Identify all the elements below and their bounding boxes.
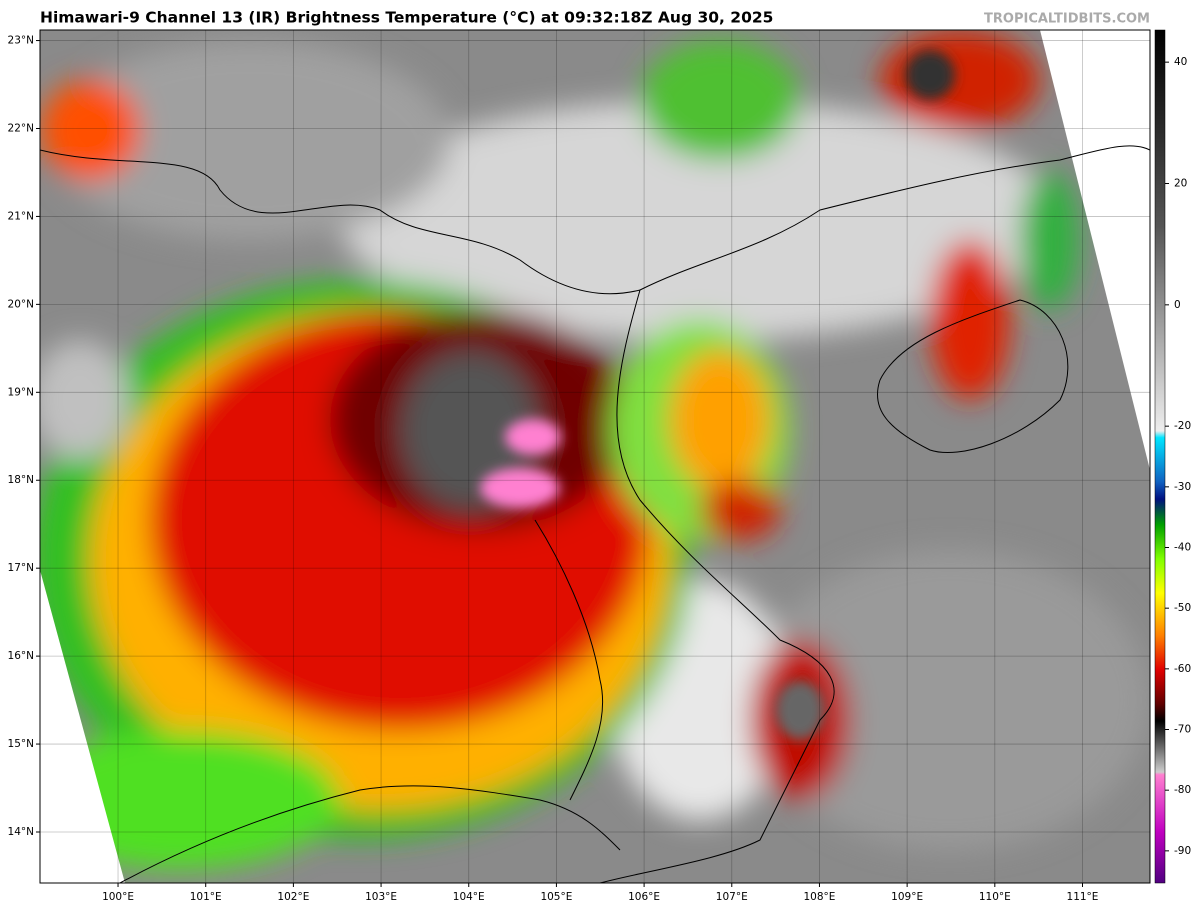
lon-tick-label: 103°E: [365, 891, 397, 903]
lat-tick-label: 17°N: [8, 562, 34, 574]
lon-tick-label: 109°E: [891, 891, 923, 903]
lon-tick-label: 102°E: [277, 891, 309, 903]
title: Himawari-9 Channel 13 (IR) Brightness Te…: [40, 9, 773, 27]
lat-tick-label: 19°N: [8, 386, 34, 398]
lat-tick-label: 15°N: [8, 738, 34, 750]
lat-tick-label: 23°N: [8, 35, 34, 47]
colorbar-tick-label: 0: [1174, 299, 1181, 311]
colorbar-tick-label: 20: [1174, 177, 1187, 189]
ir-imagery: [40, 30, 1150, 883]
colorbar-tick-label: 40: [1174, 56, 1187, 68]
colorbar-tick-label: -60: [1174, 663, 1191, 675]
colorbar: [1154, 29, 1166, 884]
lon-tick-label: 108°E: [803, 891, 835, 903]
colorbar-tick-label: -20: [1174, 420, 1191, 432]
lon-tick-label: 110°E: [979, 891, 1011, 903]
lon-tick-label: 104°E: [453, 891, 485, 903]
lon-tick-label: 100°E: [102, 891, 134, 903]
colorbar-tick-label: -70: [1174, 724, 1191, 736]
colorbar-tick-label: -40: [1174, 542, 1191, 554]
lon-tick-label: 105°E: [540, 891, 572, 903]
lat-tick-label: 14°N: [8, 826, 34, 838]
colorbar-tick-label: -90: [1174, 845, 1191, 857]
graticule: [40, 30, 1150, 883]
lon-tick-label: 106°E: [628, 891, 660, 903]
lat-tick-label: 20°N: [8, 298, 34, 310]
lon-tick-label: 111°E: [1067, 891, 1099, 903]
map-frame: [39, 29, 1151, 884]
lat-tick-label: 16°N: [8, 650, 34, 662]
colorbar-tick-label: -30: [1174, 481, 1191, 493]
lat-tick-label: 18°N: [8, 474, 34, 486]
lon-tick-label: 107°E: [716, 891, 748, 903]
colorbar-tick-label: -80: [1174, 784, 1191, 796]
lat-tick-label: 21°N: [8, 210, 34, 222]
colorbar-tick-label: -50: [1174, 602, 1191, 614]
lon-tick-label: 101°E: [190, 891, 222, 903]
watermark: TROPICALTIDBITS.COM: [984, 12, 1150, 27]
lat-tick-label: 22°N: [8, 122, 34, 134]
